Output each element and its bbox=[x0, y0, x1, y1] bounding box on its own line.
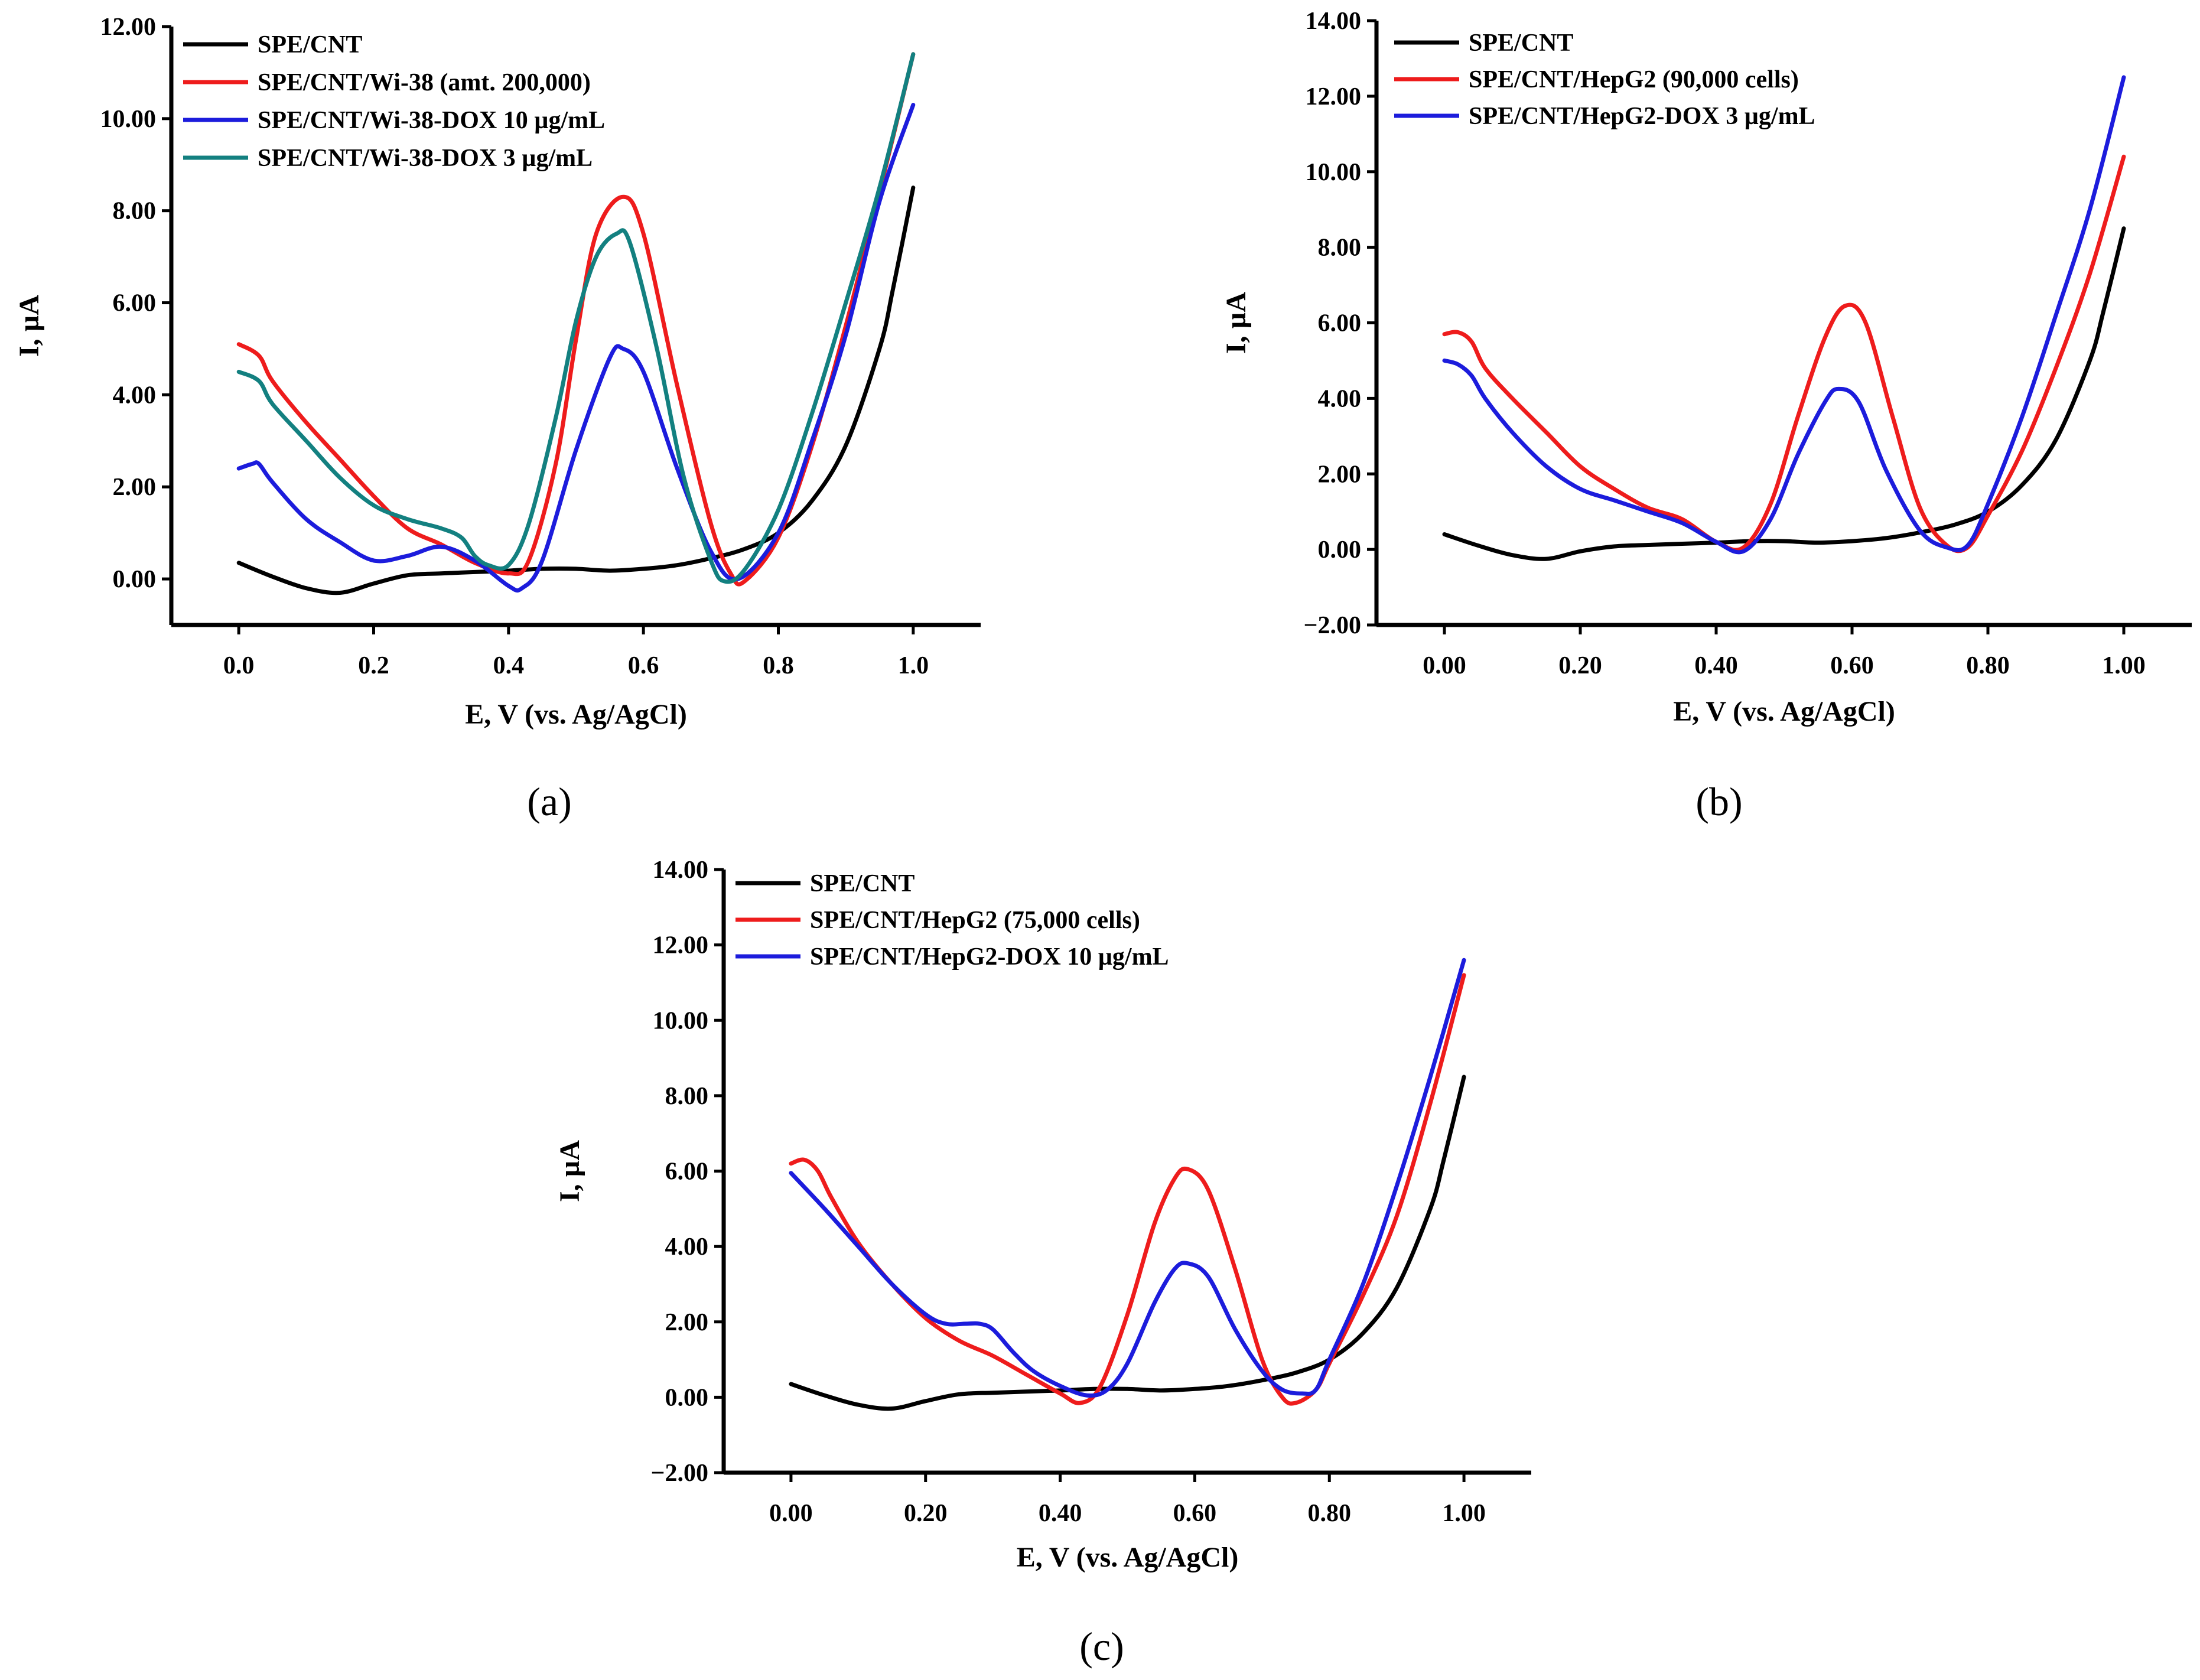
panel-label-a: (a) bbox=[527, 779, 571, 824]
series-line-b-0 bbox=[1442, 226, 2126, 561]
x-tick-label-b: 1.00 bbox=[2102, 652, 2146, 679]
legend-label-c-0: SPE/CNT bbox=[810, 870, 915, 897]
x-tick-label-b: 0.00 bbox=[1423, 652, 1466, 679]
x-tick-label-c: 1.00 bbox=[1442, 1500, 1486, 1527]
legend-label-a-1: SPE/CNT/Wi-38 (amt. 200,000) bbox=[258, 69, 591, 96]
y-tick-label-b: 0.00 bbox=[1318, 536, 1362, 564]
chart-panel-c: 0.00 0.20 0.40 0.60 0.80 1.00 −2.00 0.00 2.00 4.0… bbox=[554, 857, 1531, 1669]
y-tick-label-b: 2.00 bbox=[1318, 461, 1362, 488]
chart-panel-b: 0.00 0.20 0.40 0.60 0.80 1.00 −2.00 0.00 2.00 4.0… bbox=[1221, 8, 2192, 824]
legend-a: SPE/CNT SPE/CNT/Wi-38 (amt. 200,000) SPE/C… bbox=[183, 31, 605, 172]
y-tick-label-c: −2.00 bbox=[651, 1460, 708, 1487]
y-tick-label-a: 0.00 bbox=[113, 566, 157, 593]
legend-label-b-1: SPE/CNT/HepG2 (90,000 cells) bbox=[1469, 66, 1799, 93]
y-axis-label-a: I, µA bbox=[14, 295, 45, 357]
y-tick-label-c: 14.00 bbox=[653, 857, 709, 884]
y-tick-label-a: 8.00 bbox=[113, 198, 157, 225]
x-tick-label-c: 0.00 bbox=[769, 1500, 813, 1527]
y-tick-label-b: 6.00 bbox=[1318, 310, 1362, 337]
x-tick-label-c: 0.40 bbox=[1039, 1500, 1082, 1527]
x-tick-label-b: 0.20 bbox=[1558, 652, 1602, 679]
y-tick-label-b: 14.00 bbox=[1306, 8, 1362, 35]
legend-c: SPE/CNT SPE/CNT/HepG2 (75,000 cells) SPE/C… bbox=[735, 870, 1169, 971]
x-axis-label-b: E, V (vs. Ag/AgCl) bbox=[1673, 696, 1895, 727]
legend-label-b-0: SPE/CNT bbox=[1469, 30, 1573, 57]
series-line-c-0 bbox=[789, 1075, 1466, 1411]
x-tick-label-a: 0.6 bbox=[628, 652, 659, 679]
x-tick-label-a: 0.2 bbox=[358, 652, 389, 679]
y-axis-label-c: I, µA bbox=[554, 1140, 585, 1202]
legend-b: SPE/CNT SPE/CNT/HepG2 (90,000 cells) SPE/C… bbox=[1394, 30, 1815, 130]
x-tick-label-a: 0.0 bbox=[223, 652, 255, 679]
y-tick-label-a: 4.00 bbox=[113, 382, 157, 409]
x-axis-label-c: E, V (vs. Ag/AgCl) bbox=[1017, 1542, 1239, 1573]
series-line-a-3 bbox=[236, 52, 916, 584]
x-tick-label-a: 1.0 bbox=[898, 652, 929, 679]
series-line-b-1 bbox=[1442, 154, 2126, 554]
x-tick-label-c: 0.20 bbox=[904, 1500, 948, 1527]
x-axis-label-a: E, V (vs. Ag/AgCl) bbox=[465, 699, 687, 730]
y-tick-label-c: 10.00 bbox=[653, 1007, 709, 1034]
legend-label-c-2: SPE/CNT/HepG2-DOX 10 µg/mL bbox=[810, 943, 1169, 971]
y-tick-label-c: 6.00 bbox=[665, 1158, 709, 1186]
panel-label-c: (c) bbox=[1079, 1624, 1124, 1669]
y-tick-label-b: 4.00 bbox=[1318, 385, 1362, 412]
y-tick-label-b: 8.00 bbox=[1318, 235, 1362, 262]
y-tick-label-b: 12.00 bbox=[1306, 83, 1362, 110]
series-line-c-2 bbox=[789, 958, 1466, 1398]
series-line-b-2 bbox=[1442, 75, 2126, 555]
y-tick-label-c: 8.00 bbox=[665, 1083, 709, 1110]
y-tick-label-c: 0.00 bbox=[665, 1384, 709, 1411]
legend-label-a-0: SPE/CNT bbox=[258, 31, 362, 58]
x-tick-label-c: 0.60 bbox=[1173, 1500, 1217, 1527]
legend-label-a-3: SPE/CNT/Wi-38-DOX 3 µg/mL bbox=[258, 145, 593, 172]
y-tick-label-c: 2.00 bbox=[665, 1309, 709, 1336]
x-tick-label-b: 0.60 bbox=[1830, 652, 1874, 679]
y-tick-label-b: 10.00 bbox=[1306, 159, 1362, 186]
y-tick-label-a: 2.00 bbox=[113, 474, 157, 501]
x-tick-label-a: 0.4 bbox=[493, 652, 525, 679]
y-tick-label-a: 12.00 bbox=[100, 14, 157, 41]
y-tick-label-c: 4.00 bbox=[665, 1233, 709, 1261]
y-tick-label-a: 6.00 bbox=[113, 290, 157, 317]
chart-panel-a: 0.0 0.2 0.4 0.6 0.8 1.0 0.00 2.00 4.00 6.00 8.00 10… bbox=[14, 14, 981, 824]
y-tick-label-c: 12.00 bbox=[653, 932, 709, 959]
y-tick-label-a: 10.00 bbox=[100, 106, 157, 133]
x-tick-label-b: 0.80 bbox=[1966, 652, 2010, 679]
panel-label-b: (b) bbox=[1695, 779, 1742, 824]
legend-label-b-2: SPE/CNT/HepG2-DOX 3 µg/mL bbox=[1469, 103, 1815, 130]
series-line-a-0 bbox=[236, 185, 916, 595]
x-tick-label-a: 0.8 bbox=[763, 652, 794, 679]
x-tick-label-c: 0.80 bbox=[1308, 1500, 1352, 1527]
series-line-a-2 bbox=[236, 103, 916, 593]
legend-label-c-1: SPE/CNT/HepG2 (75,000 cells) bbox=[810, 907, 1140, 934]
x-tick-label-b: 0.40 bbox=[1694, 652, 1738, 679]
y-tick-label-b: −2.00 bbox=[1304, 612, 1361, 639]
y-axis-label-b: I, µA bbox=[1221, 292, 1252, 354]
legend-label-a-2: SPE/CNT/Wi-38-DOX 10 µg/mL bbox=[258, 107, 605, 134]
